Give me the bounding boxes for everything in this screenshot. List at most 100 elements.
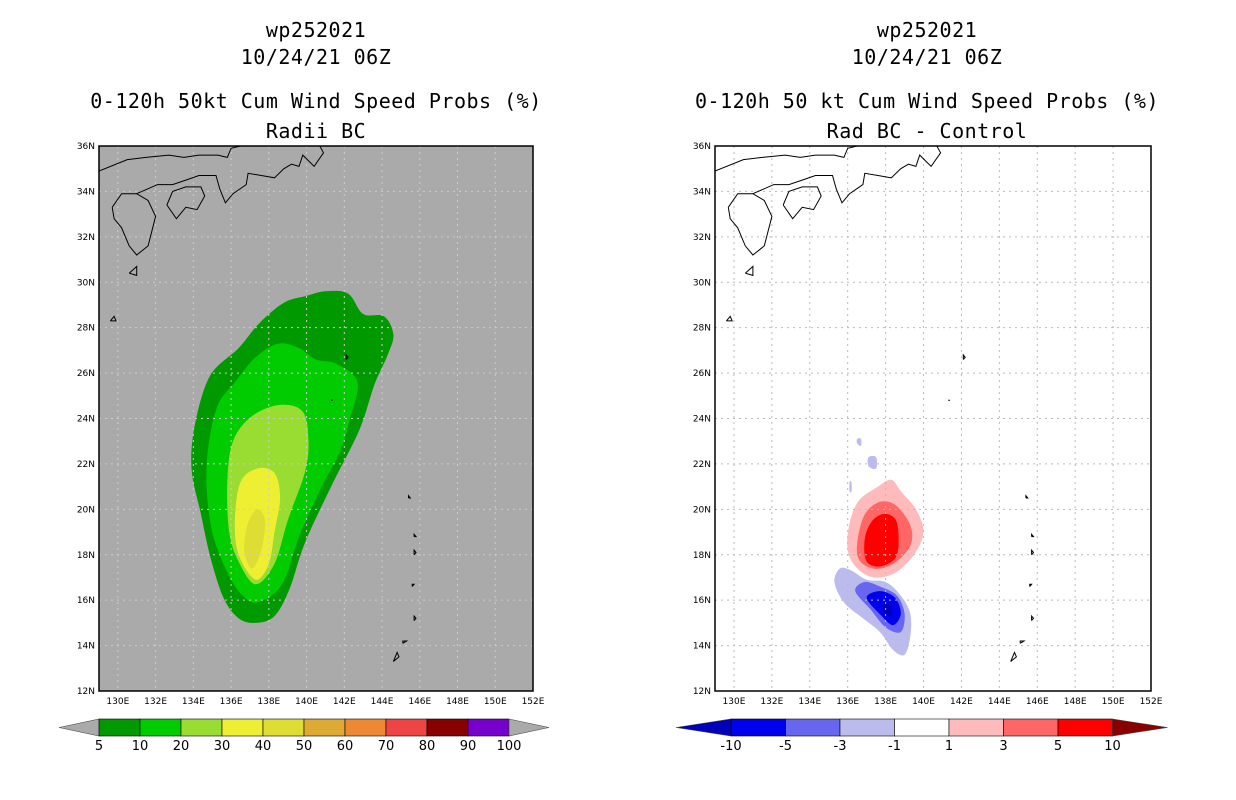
right-coastline [1031, 614, 1035, 621]
right-y-tick-label: 24N [693, 415, 711, 425]
right-colorbar-label: -5 [779, 739, 792, 754]
left-colorbar-label: 10 [132, 739, 149, 754]
left-contour-40-4 [244, 509, 266, 569]
right-x-tick-label: 144E [988, 697, 1011, 707]
right-contour--10-6 [882, 601, 893, 617]
left-x-tick-label: 132E [144, 697, 167, 707]
right-coastline [752, 146, 942, 204]
left-coastline [128, 265, 138, 277]
right-x-tick-label: 148E [1064, 697, 1087, 707]
right-x-tick-label: 136E [836, 697, 859, 707]
left-y-tick-label: 34N [77, 187, 95, 197]
left-x-tick-label: 130E [106, 697, 129, 707]
left-x-tick-label: 142E [333, 697, 356, 707]
left-colorbar-label: 80 [419, 739, 436, 754]
left-x-tick-label: 140E [295, 697, 318, 707]
right-y-tick-label: 36N [693, 142, 711, 152]
left-colorbar-swatch [221, 718, 264, 737]
left-y-tick-label: 18N [77, 551, 95, 561]
left-colorbar-swatch [139, 718, 182, 737]
left-coastline [408, 494, 412, 499]
right-colorbar-swatch [1003, 718, 1059, 737]
right-colorbar-label: -10 [720, 739, 741, 754]
right-y-tick-label: 18N [693, 551, 711, 561]
left-x-tick-label: 134E [182, 697, 205, 707]
right-title-storm: wp252021 [876, 18, 978, 42]
right-y-tick-label: 12N [693, 687, 711, 697]
right-x-tick-label: 132E [760, 697, 783, 707]
left-colorbar-max-arrow [508, 718, 550, 737]
left-x-tick-label: 152E [522, 697, 545, 707]
right-x-tick-label: 138E [874, 697, 897, 707]
left-coastline [99, 146, 241, 172]
left-y-tick-label: 26N [77, 369, 95, 379]
right-colorbar-label: 3 [999, 739, 1007, 754]
right-colorbar: -10 -5 -3 -1 1 3 5 10 [675, 718, 1168, 754]
left-y-tick-label: 30N [77, 278, 95, 288]
left-colorbar-swatch [344, 718, 387, 737]
right-y-tick-label: 22N [693, 460, 711, 470]
left-x-tick-label: 144E [371, 697, 394, 707]
left-coastline [413, 614, 417, 621]
left-colorbar-label: 40 [255, 739, 272, 754]
right-title-subtitle: Rad BC - Control [826, 119, 1028, 143]
right-coastline [962, 353, 966, 360]
right-coastline [726, 315, 733, 322]
right-colorbar-max-arrow [1112, 718, 1168, 737]
left-coastline [392, 651, 400, 662]
right-coastline [1029, 583, 1033, 587]
right-colorbar-swatch [839, 718, 895, 737]
left-colorbar-swatch [262, 718, 305, 737]
left-map-panel: 130E 132E 134E 136E 138E 140E 142E 144E 146E 148E… [77, 142, 545, 707]
left-colorbar-label: 60 [337, 739, 354, 754]
right-contour--1-8 [856, 438, 862, 446]
left-x-tick-label: 146E [408, 697, 431, 707]
right-coastline [715, 146, 858, 172]
left-y-tick-label: 16N [77, 596, 95, 606]
right-y-tick-label: 34N [693, 187, 711, 197]
right-contour-5-2 [864, 513, 899, 567]
left-y-tick-label: 14N [77, 642, 95, 652]
left-x-tick-label: 150E [484, 697, 507, 707]
left-map-frame [98, 145, 534, 692]
right-contour--1-9 [849, 480, 852, 493]
right-x-tick-label: 134E [798, 697, 821, 707]
left-colorbar-min-arrow [58, 718, 100, 737]
right-y-tick-label: 28N [693, 324, 711, 334]
right-x-tick-label: 130E [723, 697, 746, 707]
right-coastline [782, 186, 822, 220]
left-y-tick-label: 36N [77, 142, 95, 152]
left-colorbar-label: 20 [173, 739, 190, 754]
right-colorbar-swatch [948, 718, 1004, 737]
right-coastline [1025, 494, 1029, 499]
right-map-frame [714, 145, 1152, 692]
right-colorbar-label: -3 [834, 739, 847, 754]
left-coastline [413, 532, 418, 538]
right-coastline [1019, 640, 1026, 644]
right-y-tick-label: 14N [693, 642, 711, 652]
right-coastline [1031, 532, 1035, 538]
right-colorbar-label: 10 [1104, 739, 1121, 754]
right-coastline [744, 265, 754, 277]
left-y-tick-label: 32N [77, 233, 95, 243]
left-colorbar-swatch [98, 718, 141, 737]
left-y-tick-label: 12N [77, 687, 95, 697]
left-y-tick-label: 20N [77, 505, 95, 515]
right-coastline [1031, 548, 1035, 556]
right-map-content [715, 146, 1151, 691]
right-contour--1-7 [867, 455, 878, 470]
right-colorbar-label: -1 [888, 739, 901, 754]
left-title-product: 0-120h 50kt Cum Wind Speed Probs (%) [90, 89, 542, 113]
right-x-tick-label: 152E [1140, 697, 1163, 707]
left-colorbar-swatch [385, 718, 428, 737]
left-colorbar-label: 70 [378, 739, 395, 754]
right-y-tick-label: 16N [693, 596, 711, 606]
left-coastline [109, 315, 117, 322]
left-colorbar-swatch [180, 718, 223, 737]
right-coastline [727, 193, 773, 256]
right-coastline [1010, 651, 1018, 662]
left-x-tick-label: 138E [257, 697, 280, 707]
left-title-subtitle: Radii BC [265, 119, 367, 143]
right-map-panel: 130E 132E 134E 136E 138E 140E 142E 144E 146E 148E… [693, 142, 1163, 707]
